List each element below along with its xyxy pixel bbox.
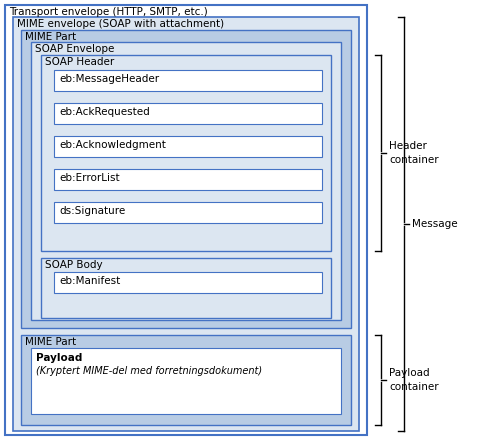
Text: Transport envelope (HTTP, SMTP, etc.): Transport envelope (HTTP, SMTP, etc.) (9, 7, 208, 17)
Text: MIME Part: MIME Part (25, 32, 76, 42)
Text: Payload
container: Payload container (389, 368, 439, 392)
Text: MIME envelope (SOAP with attachment): MIME envelope (SOAP with attachment) (17, 19, 224, 29)
Bar (5, 5, 367, 435)
Text: Header
container: Header container (389, 141, 439, 165)
Text: eb:AckRequested: eb:AckRequested (59, 107, 150, 117)
Bar (21, 30, 351, 328)
Bar (13, 17, 359, 431)
Text: eb:Manifest: eb:Manifest (59, 276, 120, 286)
Bar (41, 258, 331, 318)
Text: SOAP Body: SOAP Body (45, 260, 103, 270)
Text: eb:Acknowledgment: eb:Acknowledgment (59, 140, 166, 150)
Bar (54, 272, 322, 293)
Bar (54, 202, 322, 223)
Text: SOAP Envelope: SOAP Envelope (35, 44, 114, 54)
Text: SOAP Header: SOAP Header (45, 57, 114, 67)
Bar (54, 70, 322, 91)
Bar (31, 348, 341, 414)
Bar (54, 169, 322, 190)
Bar (31, 42, 341, 320)
Text: eb:ErrorList: eb:ErrorList (59, 173, 120, 183)
Bar (41, 55, 331, 251)
Text: Payload: Payload (36, 353, 82, 363)
Text: Message: Message (412, 219, 458, 229)
Text: ds:Signature: ds:Signature (59, 206, 125, 216)
Bar (54, 103, 322, 124)
Bar (21, 335, 351, 425)
Text: eb:MessageHeader: eb:MessageHeader (59, 74, 159, 84)
Bar (54, 136, 322, 157)
Text: MIME Part: MIME Part (25, 337, 76, 347)
Text: (Kryptert MIME-del med forretningsdokument): (Kryptert MIME-del med forretningsdokume… (36, 366, 262, 376)
